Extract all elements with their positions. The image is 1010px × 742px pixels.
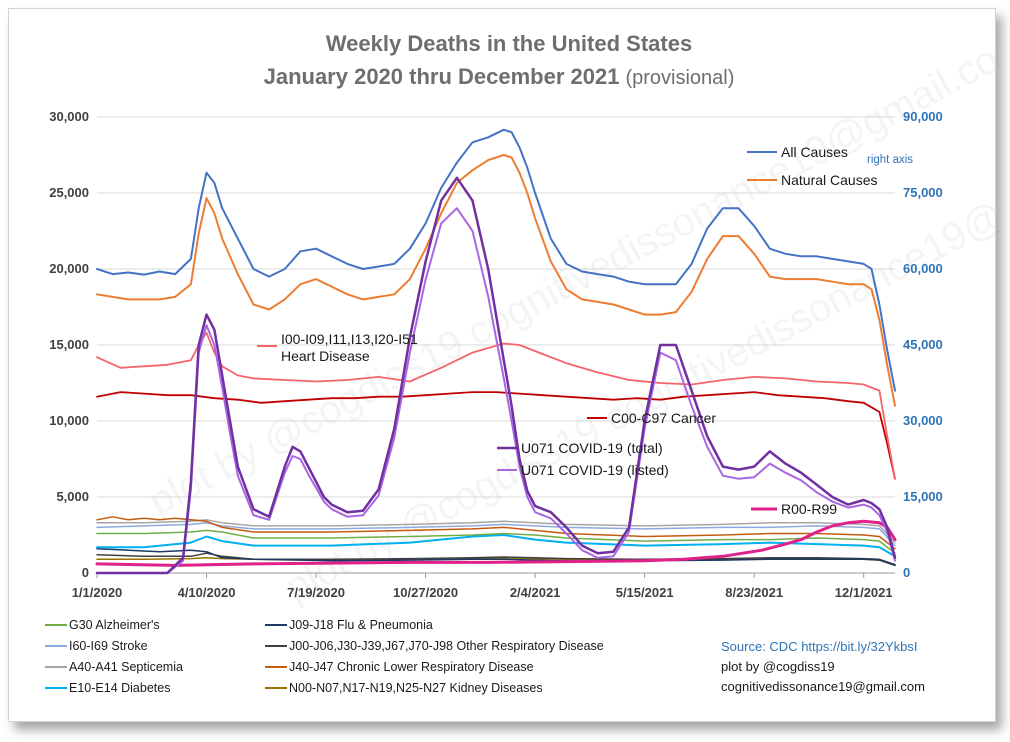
series-line-diabetes: [96, 534, 896, 558]
label-heart-line2: Heart Disease: [281, 348, 370, 364]
plot-by-line: plot by @cogdiss19: [721, 659, 835, 674]
y-axis-right: 0 15,000 30,000 45,000 60,000 75,000 90,000: [903, 109, 943, 580]
y-tick-right: 60,000: [903, 261, 943, 276]
series-line-r00: [95, 519, 897, 567]
weekly-deaths-chart: plot by @cogdiss19 cognitivedissonance19…: [45, 21, 995, 695]
y-tick-right: 15,000: [903, 489, 943, 504]
legend-item: A40-A41 Septicemia: [69, 660, 183, 674]
label-cancer: C00-C97 Cancer: [611, 410, 716, 426]
y-tick-left: 5,000: [56, 489, 89, 504]
x-tick-label: 5/15/2021: [616, 585, 674, 600]
series-lines: [95, 128, 897, 575]
series-line-all-causes: [96, 128, 896, 392]
x-tick-label: 2/4/2021: [510, 585, 561, 600]
series-line-alzheimers: [96, 529, 896, 554]
y-tick-left: 10,000: [49, 413, 89, 428]
legend: G30 Alzheimer's I60-I69 Stroke A40-A41 Sep…: [45, 618, 604, 695]
series-line-covid-listed: [96, 207, 896, 574]
series-line-other-respiratory: [96, 552, 896, 566]
y-tick-left: 30,000: [49, 109, 89, 124]
x-axis: 1/1/2020 4/10/2020 7/19/2020 10/27/2020 2/4/…: [72, 573, 893, 600]
series-line-stroke: [96, 522, 896, 547]
series-line-cancer: [96, 391, 896, 480]
label-covid-listed: U071 COVID-19 (listed): [521, 462, 669, 478]
label-all-causes: All Causes: [781, 144, 848, 160]
legend-item: I60-I69 Stroke: [69, 639, 148, 653]
series-line-septicemia: [96, 519, 896, 544]
y-tick-left: 20,000: [49, 261, 89, 276]
legend-item: E10-E14 Diabetes: [69, 681, 170, 695]
series-line-flu-pneumonia: [96, 547, 896, 567]
label-covid-total: U071 COVID-19 (total): [521, 440, 663, 456]
chart-title: Weekly Deaths in the United States: [326, 31, 692, 56]
series-line-natural-causes: [96, 154, 896, 407]
email-line: cognitivedissonance19@gmail.com: [721, 679, 925, 694]
label-r00: R00-R99: [781, 501, 837, 517]
label-heart-line1: I00-I09,I11,I13,I20-I51: [281, 331, 418, 347]
legend-item: J09-J18 Flu & Pneumonia: [289, 618, 433, 632]
chart-frame: plot by @cogdiss19 cognitivedissonance19…: [8, 8, 996, 722]
label-natural-causes: Natural Causes: [781, 172, 878, 188]
subtitle-main: January 2020 thru December 2021: [264, 64, 620, 89]
gridlines: [97, 116, 895, 574]
y-tick-right: 75,000: [903, 185, 943, 200]
right-axis-note: right axis: [867, 154, 913, 166]
series-labels: All Causes right axis Natural Causes I00…: [257, 144, 913, 517]
x-tick-label: 8/23/2021: [725, 585, 783, 600]
y-tick-left: 15,000: [49, 337, 89, 352]
watermark: plot by @cogdiss19 cognitivedissonance19…: [142, 21, 995, 610]
y-tick-left: 25,000: [49, 185, 89, 200]
y-axis-left: 0 5,000 10,000 15,000 20,000 25,000 30,000: [49, 109, 89, 580]
x-tick-label: 10/27/2020: [393, 585, 458, 600]
y-tick-right: 45,000: [903, 337, 943, 352]
y-tick-left: 0: [82, 565, 89, 580]
x-tick-label: 7/19/2020: [287, 585, 345, 600]
x-tick-label: 12/1/2021: [835, 585, 893, 600]
series-line-chronic-lower-resp: [96, 516, 896, 550]
chart-subtitle: January 2020 thru December 2021 (provisio…: [264, 64, 735, 89]
series-line-covid-total: [95, 176, 897, 575]
legend-item: J40-J47 Chronic Lower Respiratory Diseas…: [289, 660, 534, 674]
y-tick-right: 90,000: [903, 109, 943, 124]
source-block: Source: CDC https://bit.ly/32YkbsI plot …: [721, 639, 925, 694]
legend-item: G30 Alzheimer's: [69, 618, 160, 632]
legend-item: J00-J06,J30-J39,J67,J70-J98 Other Respir…: [289, 639, 604, 653]
subtitle-note: (provisional): [625, 67, 734, 89]
y-tick-right: 0: [903, 565, 910, 580]
legend-item: N00-N07,N17-N19,N25-N27 Kidney Diseases: [289, 681, 543, 695]
x-tick-label: 4/10/2020: [178, 585, 236, 600]
y-tick-right: 30,000: [903, 413, 943, 428]
x-tick-label: 1/1/2020: [72, 585, 123, 600]
source-line: Source: CDC https://bit.ly/32YkbsI: [721, 639, 918, 654]
